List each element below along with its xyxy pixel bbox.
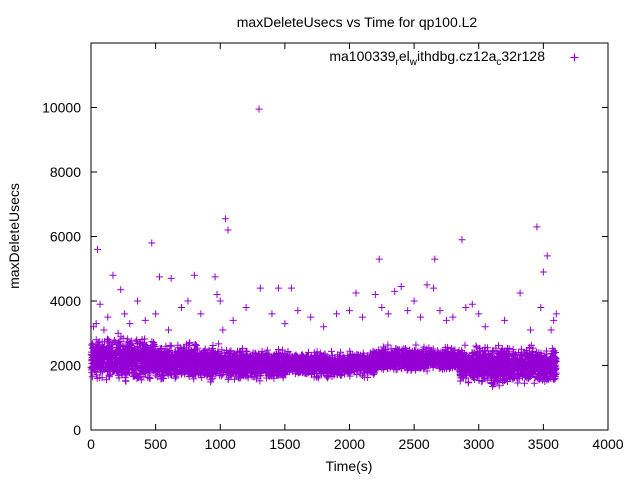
x-tick-label: 2000	[334, 436, 365, 452]
data-point	[99, 349, 107, 357]
data-point	[118, 356, 126, 364]
y-tick-label: 2000	[50, 358, 81, 374]
data-point	[127, 342, 135, 350]
data-point	[138, 335, 146, 343]
data-point	[128, 353, 136, 361]
data-point	[124, 335, 132, 343]
data-point	[129, 364, 137, 372]
data-point	[106, 351, 114, 359]
data-point	[145, 374, 153, 382]
chart-title: maxDeleteUsecs vs Time for qp100.L2	[237, 14, 478, 30]
data-point	[113, 366, 121, 374]
data-point	[121, 345, 129, 353]
x-tick-label: 4000	[592, 436, 623, 452]
data-point	[89, 364, 97, 372]
x-tick-label: 3500	[528, 436, 559, 452]
data-point	[97, 345, 105, 353]
data-point	[119, 350, 127, 358]
data-point	[111, 367, 119, 375]
data-point	[124, 361, 132, 369]
axis-ticks: 0 500 1000 1500 2000 2500 3000 3500 4000 0 2000 400…	[42, 43, 624, 452]
data-point	[130, 347, 138, 355]
data-point	[88, 362, 96, 370]
x-axis-label: Time(s)	[326, 458, 373, 474]
y-tick-label: 4000	[50, 293, 81, 309]
data-point	[93, 354, 101, 362]
data-point	[209, 341, 217, 349]
data-point	[133, 371, 141, 379]
x-tick-label: 1000	[205, 436, 236, 452]
data-point	[95, 341, 103, 349]
x-tick-label: 3000	[463, 436, 494, 452]
x-tick-label: 500	[144, 436, 168, 452]
data-point	[121, 374, 129, 382]
data-point	[115, 338, 123, 346]
y-tick-label: 0	[73, 422, 81, 438]
data-point	[99, 362, 107, 370]
data-point	[143, 367, 151, 375]
data-point	[120, 349, 128, 357]
data-point	[98, 374, 106, 382]
y-tick-label: 6000	[50, 229, 81, 245]
data-point	[113, 363, 121, 371]
data-point	[130, 359, 138, 367]
data-point	[125, 368, 133, 376]
data-point	[103, 346, 111, 354]
data-point	[117, 333, 125, 341]
data-point	[88, 373, 96, 381]
data-point	[92, 336, 100, 344]
data-point	[123, 355, 131, 363]
data-point	[116, 341, 124, 349]
data-point	[144, 348, 152, 356]
data-point	[148, 338, 156, 346]
data-point	[143, 341, 151, 349]
data-point	[412, 341, 420, 349]
data-point	[137, 363, 145, 371]
data-point	[102, 376, 110, 384]
data-point	[110, 358, 118, 366]
x-tick-label: 1500	[269, 436, 300, 452]
data-point	[89, 340, 97, 348]
data-point	[132, 337, 140, 345]
data-point	[123, 338, 131, 346]
data-point	[125, 365, 133, 373]
data-point	[91, 367, 99, 375]
data-point	[530, 379, 538, 387]
data-points	[87, 105, 560, 391]
data-point	[92, 353, 100, 361]
y-tick-label: 8000	[50, 164, 81, 180]
data-point	[106, 359, 114, 367]
data-point	[101, 366, 109, 374]
data-point	[97, 358, 105, 366]
data-point	[113, 350, 121, 358]
data-point	[111, 336, 119, 344]
data-point	[215, 340, 223, 348]
data-point	[138, 360, 146, 368]
data-point	[134, 343, 142, 351]
data-point	[129, 349, 137, 357]
data-point	[105, 343, 113, 351]
data-point	[88, 348, 96, 356]
data-point	[128, 352, 136, 360]
y-axis-label: maxDeleteUsecs	[6, 183, 22, 289]
data-point	[461, 341, 469, 349]
data-point	[122, 377, 130, 385]
data-point	[134, 362, 142, 370]
data-point	[328, 347, 336, 355]
data-point	[104, 338, 112, 346]
x-tick-label: 0	[87, 436, 95, 452]
data-point	[92, 371, 100, 379]
data-point	[105, 372, 113, 380]
y-tick-label: 10000	[42, 100, 81, 116]
x-tick-label: 2500	[399, 436, 430, 452]
data-point	[112, 349, 120, 357]
